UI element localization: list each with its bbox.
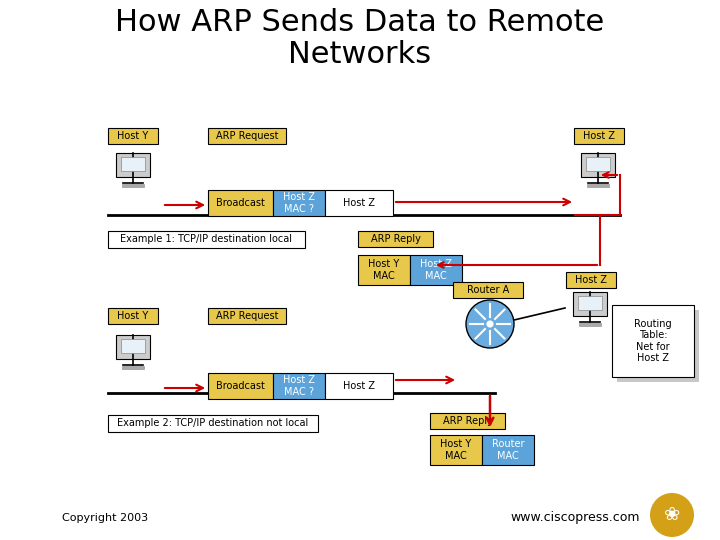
Bar: [116, 335, 150, 359]
Text: ARP Reply: ARP Reply: [443, 416, 492, 426]
Bar: [410, 255, 462, 285]
Bar: [325, 190, 393, 216]
Bar: [482, 435, 534, 465]
Bar: [121, 157, 145, 171]
Bar: [453, 282, 523, 298]
Bar: [108, 415, 318, 432]
Bar: [121, 339, 145, 353]
Text: www.ciscopress.com: www.ciscopress.com: [510, 511, 640, 524]
Text: ARP Request: ARP Request: [216, 311, 278, 321]
Text: Broadcast: Broadcast: [216, 381, 265, 391]
Bar: [573, 292, 607, 316]
Text: Host Y
MAC: Host Y MAC: [441, 439, 472, 461]
Text: ARP Request: ARP Request: [216, 131, 278, 141]
Circle shape: [487, 320, 494, 328]
Text: Host Z: Host Z: [575, 275, 607, 285]
Text: Example 1: TCP/IP destination local: Example 1: TCP/IP destination local: [120, 234, 292, 245]
Text: Example 2: TCP/IP destination not local: Example 2: TCP/IP destination not local: [117, 418, 309, 429]
Bar: [574, 128, 624, 144]
Bar: [122, 366, 144, 369]
Text: Host Z
MAC ?: Host Z MAC ?: [283, 192, 315, 214]
Bar: [358, 255, 410, 285]
Bar: [108, 231, 305, 248]
Text: Host Y
MAC: Host Y MAC: [369, 259, 400, 281]
Text: ARP Reply: ARP Reply: [371, 234, 420, 244]
Text: Host Z: Host Z: [343, 198, 375, 208]
Text: Host Y: Host Y: [117, 311, 148, 321]
Bar: [612, 305, 694, 377]
Text: Networks: Networks: [289, 40, 431, 69]
Bar: [208, 128, 286, 144]
Bar: [617, 310, 699, 382]
Text: Router A: Router A: [467, 285, 509, 295]
Bar: [358, 231, 433, 247]
Text: Host Z: Host Z: [583, 131, 615, 141]
Text: Routing
Table:
Net for
Host Z: Routing Table: Net for Host Z: [634, 319, 672, 363]
Bar: [208, 373, 273, 399]
Text: Copyright 2003: Copyright 2003: [62, 513, 148, 523]
Bar: [208, 308, 286, 324]
Text: Host Z: Host Z: [343, 381, 375, 391]
Text: How ARP Sends Data to Remote: How ARP Sends Data to Remote: [115, 8, 605, 37]
Bar: [273, 190, 325, 216]
Text: Router
MAC: Router MAC: [492, 439, 524, 461]
Bar: [578, 296, 602, 310]
Text: ❀: ❀: [664, 505, 680, 524]
Circle shape: [466, 300, 514, 348]
Bar: [586, 157, 610, 171]
Text: Host Z
MAC: Host Z MAC: [420, 259, 452, 281]
Bar: [430, 413, 505, 429]
Text: Host Z
MAC ?: Host Z MAC ?: [283, 375, 315, 397]
Text: Host Y: Host Y: [117, 131, 148, 141]
Bar: [116, 153, 150, 177]
Bar: [587, 184, 609, 187]
Bar: [122, 184, 144, 187]
Circle shape: [650, 493, 694, 537]
Bar: [566, 272, 616, 288]
Bar: [108, 128, 158, 144]
Bar: [325, 373, 393, 399]
Text: Broadcast: Broadcast: [216, 198, 265, 208]
Bar: [108, 308, 158, 324]
Bar: [430, 435, 482, 465]
Bar: [581, 153, 615, 177]
Bar: [579, 323, 601, 326]
Bar: [208, 190, 273, 216]
Bar: [273, 373, 325, 399]
